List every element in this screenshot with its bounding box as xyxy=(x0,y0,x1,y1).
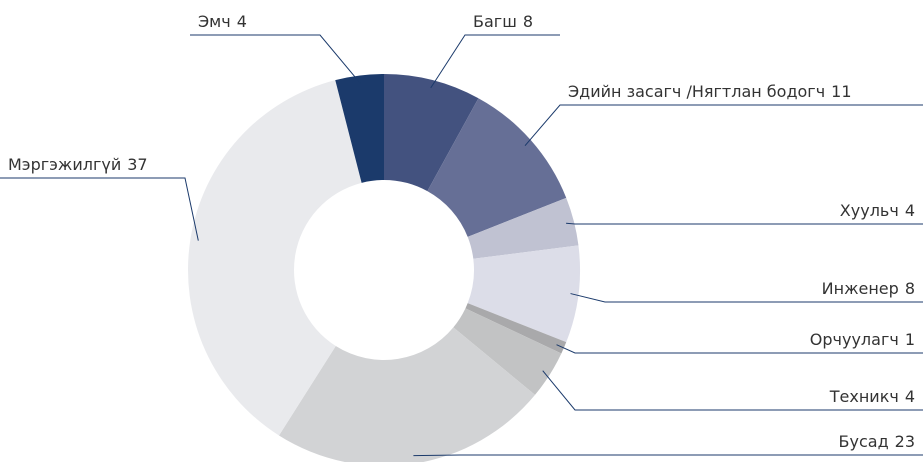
slice-label: Орчуулагч 1 xyxy=(810,330,915,349)
slice-label: Техникч 4 xyxy=(829,387,915,406)
label-value: 8 xyxy=(523,12,533,31)
label-value: 4 xyxy=(237,12,247,31)
slice-label: Бусад 23 xyxy=(839,432,915,451)
slice-label: Хуульч 4 xyxy=(840,201,915,220)
label-name: Инженер xyxy=(822,279,899,298)
label-value: 37 xyxy=(127,155,147,174)
leader-line xyxy=(556,344,923,354)
slice-label: Эмч 4 xyxy=(198,12,247,31)
label-name: Бусад xyxy=(839,432,889,451)
leader-line xyxy=(413,454,923,457)
slice-label: Эдийн засагч /Нягтлан бодогч 11 xyxy=(568,82,852,101)
leader-line xyxy=(570,293,923,303)
label-value: 1 xyxy=(905,330,915,349)
donut-slice xyxy=(427,98,567,237)
leader-line xyxy=(542,370,923,411)
slice-label: Инженер 8 xyxy=(822,279,915,298)
slice-label: Мэргэжилгүй 37 xyxy=(8,155,148,174)
leader-line xyxy=(430,34,560,89)
label-name: Мэргэжилгүй xyxy=(8,155,121,174)
label-name: Багш xyxy=(473,12,517,31)
leader-line xyxy=(566,222,923,225)
label-value: 4 xyxy=(905,201,915,220)
label-value: 11 xyxy=(831,82,851,101)
donut-slice xyxy=(335,74,384,183)
label-name: Техникч xyxy=(829,387,899,406)
donut-slice xyxy=(467,197,579,259)
label-value: 23 xyxy=(895,432,915,451)
slice-label: Багш 8 xyxy=(473,12,533,31)
donut-slice xyxy=(384,74,479,192)
donut-slice xyxy=(467,245,580,343)
label-name: Орчуулагч xyxy=(810,330,899,349)
label-name: Эдийн засагч /Нягтлан бодогч xyxy=(568,82,825,101)
leader-line xyxy=(190,34,361,84)
label-name: Хуульч xyxy=(840,201,899,220)
label-name: Эмч xyxy=(198,12,231,31)
label-value: 8 xyxy=(905,279,915,298)
donut-slice xyxy=(453,308,562,395)
label-value: 4 xyxy=(905,387,915,406)
donut-slice xyxy=(465,303,567,354)
donut-slice xyxy=(187,80,362,436)
leader-line xyxy=(524,104,923,146)
leader-line xyxy=(0,177,199,241)
donut-slice xyxy=(278,327,536,462)
